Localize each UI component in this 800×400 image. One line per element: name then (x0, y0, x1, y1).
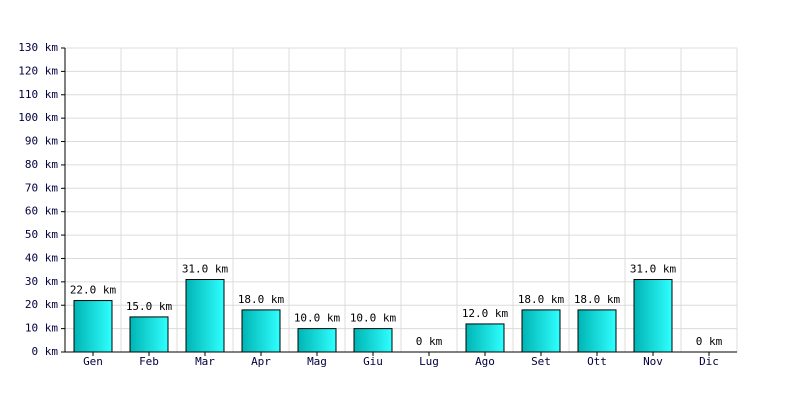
y-tick-label: 100 km (18, 111, 58, 124)
x-tick-label: Ago (475, 355, 495, 368)
y-tick-label: 130 km (18, 41, 58, 54)
x-tick-label: Gen (83, 355, 103, 368)
data-label: 10.0 km (350, 312, 397, 325)
data-label: 0 km (696, 335, 723, 348)
x-tick-label: Feb (139, 355, 159, 368)
data-label: 18.0 km (518, 293, 565, 306)
x-tick-label: Lug (419, 355, 439, 368)
data-label: 10.0 km (294, 312, 341, 325)
bar (129, 316, 169, 353)
bar (297, 328, 337, 353)
y-tick-label: 50 km (25, 228, 58, 241)
y-tick-label: 30 km (25, 275, 58, 288)
bar (73, 300, 113, 353)
y-tick-label: 20 km (25, 298, 58, 311)
bar (521, 309, 561, 353)
bar (241, 309, 281, 353)
x-tick-label: Apr (251, 355, 271, 368)
y-tick-label: 120 km (18, 64, 58, 77)
x-tick-label: Mag (307, 355, 327, 368)
data-label: 12.0 km (462, 307, 509, 320)
data-label: 31.0 km (630, 263, 677, 276)
data-label: 18.0 km (238, 293, 285, 306)
data-label: 0 km (416, 335, 443, 348)
bar (185, 279, 225, 353)
y-tick-label: 10 km (25, 322, 58, 335)
bar (465, 323, 505, 353)
bar (633, 279, 673, 353)
bar (353, 328, 393, 353)
x-tick-label: Nov (643, 355, 663, 368)
x-tick-label: Dic (699, 355, 719, 368)
y-tick-label: 0 km (32, 345, 59, 358)
data-label: 31.0 km (182, 263, 229, 276)
x-tick-label: Set (531, 355, 551, 368)
y-tick-label: 110 km (18, 88, 58, 101)
x-tick-label: Ott (587, 355, 607, 368)
y-tick-label: 70 km (25, 181, 58, 194)
y-tick-label: 40 km (25, 251, 58, 264)
y-tick-label: 80 km (25, 158, 58, 171)
x-tick-label: Giu (363, 355, 383, 368)
bar (577, 309, 617, 353)
y-tick-label: 90 km (25, 135, 58, 148)
data-label: 18.0 km (574, 293, 621, 306)
y-tick-label: 60 km (25, 205, 58, 218)
data-label: 15.0 km (126, 300, 173, 313)
data-label: 22.0 km (70, 284, 117, 297)
x-tick-label: Mar (195, 355, 215, 368)
